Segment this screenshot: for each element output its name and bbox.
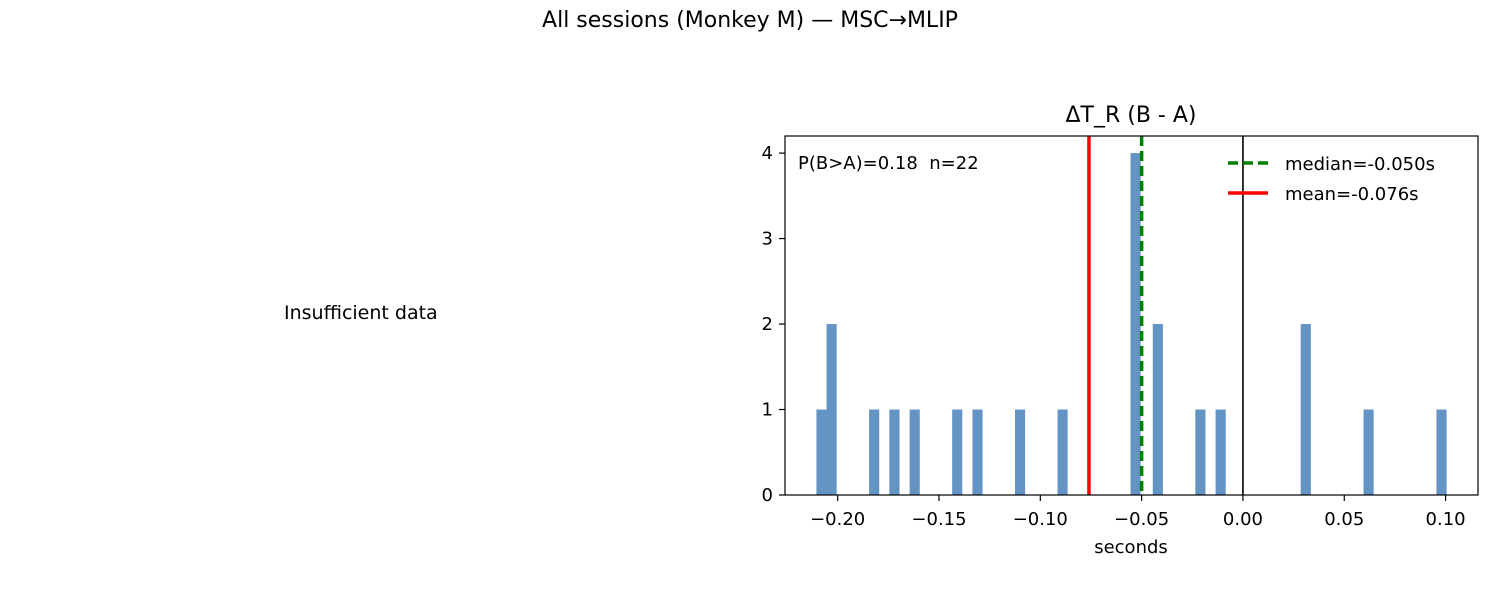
x-axis-ticks: −0.20 −0.15 −0.10 −0.05 0.00 0.05 0.10 xyxy=(810,495,1466,530)
y-tick-label: 0 xyxy=(762,485,773,506)
chart-title: ΔT_R (B - A) xyxy=(1065,103,1196,128)
stats-annotation: P(B>A)=0.18 n=22 xyxy=(798,153,979,174)
histogram-bar-8 xyxy=(1057,409,1068,495)
histogram-bar-10 xyxy=(1152,324,1163,495)
legend: median=-0.050s mean=-0.076s xyxy=(1228,154,1435,205)
histogram-bar-5 xyxy=(952,409,963,495)
histogram-bar-12 xyxy=(1215,409,1226,495)
histogram-bar-14 xyxy=(1363,409,1374,495)
x-tick-label: −0.15 xyxy=(911,509,966,530)
histogram-bar-15 xyxy=(1436,409,1447,495)
x-tick-label: 0.10 xyxy=(1426,509,1466,530)
reference-lines xyxy=(1087,136,1244,495)
histogram-bar-9 xyxy=(1130,153,1141,495)
y-tick-label: 1 xyxy=(762,400,773,421)
histogram-bar-11 xyxy=(1195,409,1206,495)
histogram-bar-13 xyxy=(1300,324,1311,495)
x-tick-label: 0.05 xyxy=(1324,509,1364,530)
legend-mean-label: mean=-0.076s xyxy=(1285,184,1419,205)
y-tick-label: 3 xyxy=(762,229,773,250)
histogram-bar-0 xyxy=(816,409,827,495)
figure-suptitle: All sessions (Monkey M) — MSC→MLIP xyxy=(542,8,958,33)
histogram-bar-1 xyxy=(826,324,837,495)
histogram-bar-4 xyxy=(909,409,920,495)
insufficient-data-message: Insufficient data xyxy=(284,302,438,324)
x-tick-label: −0.05 xyxy=(1114,509,1169,530)
x-tick-label: −0.10 xyxy=(1013,509,1068,530)
x-tick-label: −0.20 xyxy=(810,509,865,530)
y-tick-label: 2 xyxy=(762,314,773,335)
histogram-bar-2 xyxy=(869,409,880,495)
legend-median-label: median=-0.050s xyxy=(1285,154,1435,175)
axes-frame xyxy=(784,135,1479,496)
histogram-bars xyxy=(816,153,1447,495)
y-axis-ticks: 0 1 2 3 4 xyxy=(762,143,785,506)
histogram-bar-6 xyxy=(972,409,983,495)
x-tick-label: 0.00 xyxy=(1223,509,1263,530)
x-axis-label: seconds xyxy=(1094,537,1168,558)
histogram-bar-3 xyxy=(889,409,900,495)
histogram-bar-7 xyxy=(1014,409,1026,495)
y-tick-label: 4 xyxy=(762,143,773,164)
